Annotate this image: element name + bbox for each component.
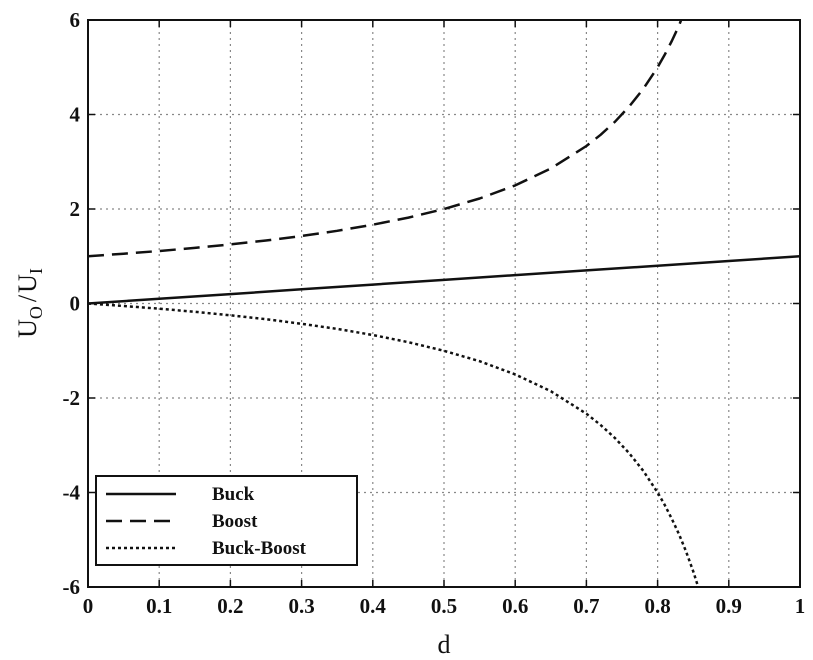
- x-tick-label: 1: [795, 594, 806, 618]
- x-tick-label: 0.3: [288, 594, 314, 618]
- x-tick-label: 0: [83, 594, 94, 618]
- series-line-boost: [88, 20, 683, 258]
- x-tick-label: 0.2: [217, 594, 243, 618]
- x-tick-label: 0.9: [716, 594, 742, 618]
- x-tick-label: 0.5: [431, 594, 457, 618]
- y-axis-title-sub-num: O: [26, 306, 46, 319]
- grid: [88, 20, 800, 587]
- legend-box: [95, 475, 358, 566]
- legend-label-buck-boost: Buck-Boost: [212, 538, 307, 559]
- x-tick-label: 0.6: [502, 594, 528, 618]
- x-tick-label: 0.8: [644, 594, 670, 618]
- y-axis: -6 -4 -2 0 2 4 6: [63, 8, 800, 599]
- y-axis-title-main-2: U: [13, 274, 42, 293]
- legend-label-boost: Boost: [212, 511, 258, 532]
- y-axis-title-sub-den: I: [26, 268, 46, 274]
- x-tick-label: 0.7: [573, 594, 599, 618]
- x-tick-label: 0.1: [146, 594, 172, 618]
- legend-label-buck: Buck: [212, 484, 255, 505]
- y-tick-label: 4: [70, 103, 81, 127]
- y-tick-label: -4: [63, 481, 81, 505]
- legend: Buck Boost Buck-Boost: [95, 475, 358, 566]
- x-axis: 0 0.1 0.2 0.3 0.4 0.5 0.6 0.7 0.8 0.9 1: [83, 20, 806, 618]
- series-layer: [88, 20, 800, 587]
- series-line-buck-boost: [88, 302, 700, 587]
- x-axis-title: d: [438, 630, 451, 659]
- y-axis-title-slash: /: [13, 294, 42, 302]
- y-tick-label: 0: [70, 292, 81, 316]
- y-tick-label: 2: [70, 197, 81, 221]
- y-tick-label: -6: [63, 575, 81, 599]
- svg-text:UO/UI: UO/UI: [13, 268, 46, 338]
- y-axis-title: UO/UI: [13, 268, 46, 338]
- y-axis-title-main: U: [13, 319, 42, 338]
- y-tick-label: 6: [70, 8, 81, 32]
- y-tick-label: -2: [63, 386, 81, 410]
- series-line-buck: [88, 255, 800, 305]
- x-tick-label: 0.4: [360, 594, 387, 618]
